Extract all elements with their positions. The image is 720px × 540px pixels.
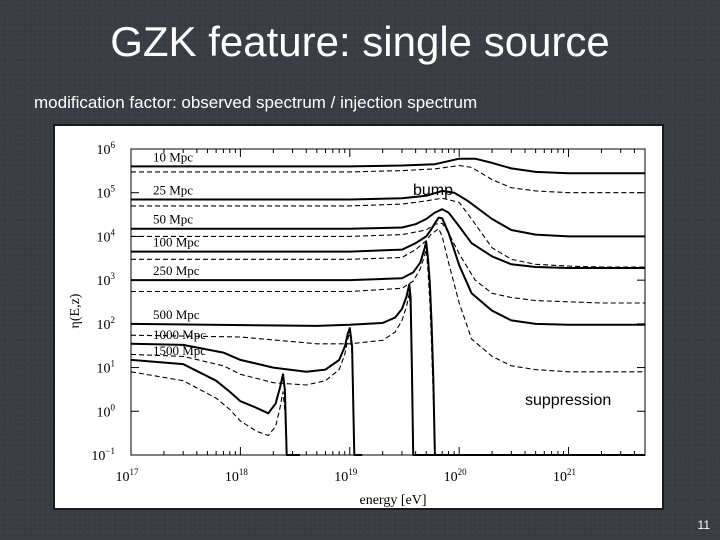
series-line-1500-mpc-solid xyxy=(130,358,300,456)
y-axis-label: η(E,z) xyxy=(68,293,83,328)
series-line-25-mpc-dashed xyxy=(131,197,645,268)
series-line-1000-mpc-dashed xyxy=(130,331,363,456)
x-tick-label: 1018 xyxy=(225,467,249,485)
curve-label: 500 Mpc xyxy=(153,307,200,322)
y-tick-exponent: 1 xyxy=(111,359,116,369)
curve-label: 100 Mpc xyxy=(153,235,200,250)
x-tick-exponent: 21 xyxy=(567,467,576,477)
y-tick-label: 101 xyxy=(97,359,116,377)
series-line-50-mpc-dashed xyxy=(131,222,645,304)
x-tick-label: 1017 xyxy=(116,467,140,485)
series-line-25-mpc-solid xyxy=(131,189,645,238)
curve-label: 1500 Mpc xyxy=(153,343,206,358)
y-tick-exponent: 4 xyxy=(111,227,116,237)
annotation-bump: bump xyxy=(413,182,453,199)
x-axis-label: energy [eV] xyxy=(360,493,427,508)
series-line-1000-mpc-solid xyxy=(130,327,363,456)
slide-subtitle: modification factor: observed spectrum /… xyxy=(34,93,478,112)
chart-svg: 1017 1018 1019 1020 102110−11001011021031041… xyxy=(68,140,646,508)
y-tick-label: 100 xyxy=(97,402,116,420)
series-group xyxy=(130,157,645,456)
x-tick-exponent: 17 xyxy=(130,467,140,477)
y-tick-exponent: 5 xyxy=(111,184,116,194)
x-tick-label: 1019 xyxy=(334,467,358,485)
y-tick-label: 104 xyxy=(97,227,116,245)
series-line-250-mpc-solid xyxy=(131,240,645,456)
y-tick-label: 102 xyxy=(97,315,116,333)
y-tick-exponent: −1 xyxy=(105,446,115,456)
series-line-50-mpc-solid xyxy=(131,208,645,269)
x-tick-exponent: 20 xyxy=(458,467,468,477)
x-tick-exponent: 19 xyxy=(348,467,358,477)
y-tick-exponent: 3 xyxy=(111,271,116,281)
x-tick-exponent: 18 xyxy=(239,467,249,477)
curve-label: 25 Mpc xyxy=(153,182,193,197)
chart-figure: 1017 1018 1019 1020 1021 10−1 100 101 102 103 104 1… xyxy=(53,124,664,510)
x-tick-label: 1021 xyxy=(553,467,576,485)
series-line-100-mpc-dashed xyxy=(131,228,645,373)
curve-label: 1000 Mpc xyxy=(153,327,206,342)
annotation-suppression: suppression xyxy=(525,392,611,409)
series-line-10-mpc-dashed xyxy=(131,164,645,194)
curve-label: 50 Mpc xyxy=(153,212,193,227)
curve-label: 10 Mpc xyxy=(153,149,193,164)
y-tick-label: 10−1 xyxy=(91,446,115,464)
y-tick-exponent: 2 xyxy=(111,315,116,325)
page-number: 11 xyxy=(697,518,710,532)
series-line-100-mpc-solid xyxy=(131,216,645,326)
y-tick-label: 105 xyxy=(97,184,116,202)
y-tick-exponent: 6 xyxy=(111,140,116,150)
series-line-1500-mpc-dashed xyxy=(130,371,300,456)
y-tick-label: 103 xyxy=(97,271,116,289)
x-tick-label: 1020 xyxy=(444,467,468,485)
curve-label: 250 Mpc xyxy=(153,263,200,278)
y-tick-label: 106 xyxy=(97,140,116,158)
y-tick-exponent: 0 xyxy=(111,402,116,412)
slide-title: GZK feature: single source xyxy=(110,18,610,65)
curve-labels: 10 Mpc 25 Mpc 50 Mpc 100 Mpc 250 Mpc 500 Mpc 1… xyxy=(153,149,206,357)
series-line-500-mpc-solid xyxy=(130,283,460,456)
plot-frame xyxy=(130,148,646,456)
series-line-500-mpc-dashed xyxy=(130,292,427,456)
series-line-250-mpc-dashed xyxy=(131,249,443,456)
series-line-10-mpc-solid xyxy=(131,157,645,175)
